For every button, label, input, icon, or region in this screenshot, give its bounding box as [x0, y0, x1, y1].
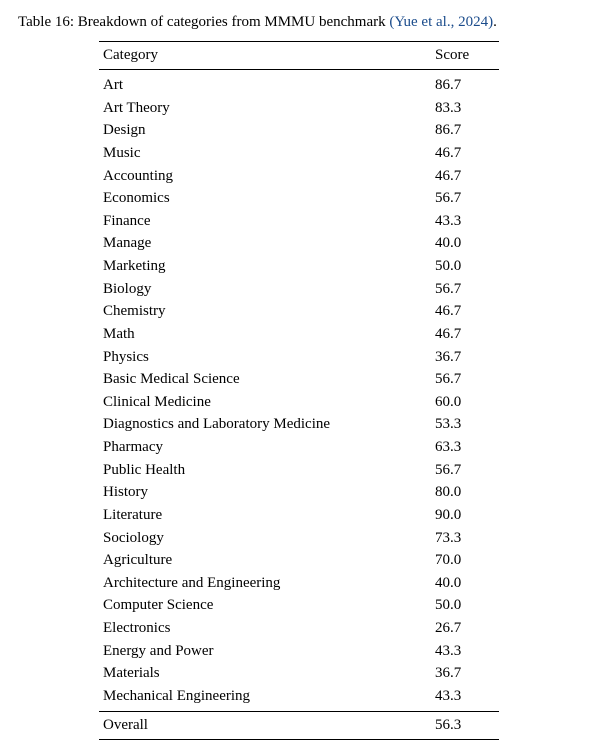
cell-category: Marketing — [99, 255, 431, 278]
cell-category: Basic Medical Science — [99, 368, 431, 391]
table-row: Economics56.7 — [99, 187, 499, 210]
cell-category: Energy and Power — [99, 639, 431, 662]
cell-score: 46.7 — [431, 142, 499, 165]
table-row: History80.0 — [99, 481, 499, 504]
cell-score: 56.7 — [431, 458, 499, 481]
cell-category: Public Health — [99, 458, 431, 481]
cell-score: 40.0 — [431, 572, 499, 595]
table-footer-row: Overall 56.3 — [99, 712, 499, 740]
cell-category: Art Theory — [99, 96, 431, 119]
table-row: Energy and Power43.3 — [99, 639, 499, 662]
cell-score: 56.7 — [431, 368, 499, 391]
cell-category: Biology — [99, 277, 431, 300]
table-row: Chemistry46.7 — [99, 300, 499, 323]
cell-category: Art — [99, 70, 431, 97]
cell-category: Manage — [99, 232, 431, 255]
cell-score: 56.7 — [431, 277, 499, 300]
cell-category: Electronics — [99, 617, 431, 640]
table-row: Electronics26.7 — [99, 617, 499, 640]
table-row: Computer Science50.0 — [99, 594, 499, 617]
col-header-score: Score — [431, 42, 499, 70]
cell-category: Finance — [99, 210, 431, 233]
cell-category: History — [99, 481, 431, 504]
table-row: Public Health56.7 — [99, 458, 499, 481]
cell-category: Clinical Medicine — [99, 391, 431, 414]
cell-category: Materials — [99, 662, 431, 685]
table-row: Music46.7 — [99, 142, 499, 165]
cell-category: Architecture and Engineering — [99, 572, 431, 595]
table-row: Architecture and Engineering40.0 — [99, 572, 499, 595]
table-row: Clinical Medicine60.0 — [99, 391, 499, 414]
cell-category: Chemistry — [99, 300, 431, 323]
cell-category: Pharmacy — [99, 436, 431, 459]
cell-category: Agriculture — [99, 549, 431, 572]
cell-score: 50.0 — [431, 255, 499, 278]
table-row: Literature90.0 — [99, 504, 499, 527]
cell-score: 86.7 — [431, 70, 499, 97]
cell-score: 43.3 — [431, 210, 499, 233]
cell-category: Physics — [99, 345, 431, 368]
table-row: Physics36.7 — [99, 345, 499, 368]
cell-score: 43.3 — [431, 639, 499, 662]
table-row: Pharmacy63.3 — [99, 436, 499, 459]
cell-score: 83.3 — [431, 96, 499, 119]
cell-score: 53.3 — [431, 413, 499, 436]
cell-category: Design — [99, 119, 431, 142]
cell-category: Accounting — [99, 164, 431, 187]
cell-score: 73.3 — [431, 526, 499, 549]
cell-score: 46.7 — [431, 164, 499, 187]
cell-category: Sociology — [99, 526, 431, 549]
cell-score: 56.7 — [431, 187, 499, 210]
cell-score: 90.0 — [431, 504, 499, 527]
caption-suffix: . — [493, 14, 497, 30]
page: Table 16: Breakdown of categories from M… — [0, 0, 598, 750]
cell-category: Computer Science — [99, 594, 431, 617]
cell-score: 70.0 — [431, 549, 499, 572]
cell-score: 46.7 — [431, 300, 499, 323]
table-row: Agriculture70.0 — [99, 549, 499, 572]
table-row: Mechanical Engineering43.3 — [99, 685, 499, 712]
table-row: Biology56.7 — [99, 277, 499, 300]
cell-score: 36.7 — [431, 345, 499, 368]
cell-category: Music — [99, 142, 431, 165]
table-row: Finance43.3 — [99, 210, 499, 233]
cell-score: 43.3 — [431, 685, 499, 712]
table-row: Manage40.0 — [99, 232, 499, 255]
table-row: Marketing50.0 — [99, 255, 499, 278]
cell-score: 50.0 — [431, 594, 499, 617]
table-row: Basic Medical Science56.7 — [99, 368, 499, 391]
cell-score: 26.7 — [431, 617, 499, 640]
table-row: Sociology73.3 — [99, 526, 499, 549]
cell-category: Diagnostics and Laboratory Medicine — [99, 413, 431, 436]
cell-category: Economics — [99, 187, 431, 210]
table-row: Art Theory83.3 — [99, 96, 499, 119]
cell-category: Literature — [99, 504, 431, 527]
table-row: Accounting46.7 — [99, 164, 499, 187]
cell-score: 60.0 — [431, 391, 499, 414]
table-row: Math46.7 — [99, 323, 499, 346]
table-container: Category Score Art86.7Art Theory83.3Desi… — [99, 41, 499, 740]
cell-category: Math — [99, 323, 431, 346]
table-caption: Table 16: Breakdown of categories from M… — [18, 14, 580, 31]
cell-score: 36.7 — [431, 662, 499, 685]
caption-text: Table 16: Breakdown of categories from M… — [18, 14, 389, 30]
table-row: Diagnostics and Laboratory Medicine53.3 — [99, 413, 499, 436]
table-row: Design86.7 — [99, 119, 499, 142]
cell-score: 63.3 — [431, 436, 499, 459]
footer-category: Overall — [99, 712, 431, 740]
citation-link[interactable]: (Yue et al., 2024) — [389, 14, 493, 30]
cell-category: Mechanical Engineering — [99, 685, 431, 712]
table-body: Art86.7Art Theory83.3Design86.7Music46.7… — [99, 70, 499, 712]
cell-score: 46.7 — [431, 323, 499, 346]
col-header-category: Category — [99, 42, 431, 70]
cell-score: 80.0 — [431, 481, 499, 504]
table-row: Materials36.7 — [99, 662, 499, 685]
mmmu-table: Category Score Art86.7Art Theory83.3Desi… — [99, 41, 499, 740]
cell-score: 86.7 — [431, 119, 499, 142]
table-row: Art86.7 — [99, 70, 499, 97]
cell-score: 40.0 — [431, 232, 499, 255]
footer-score: 56.3 — [431, 712, 499, 740]
table-header-row: Category Score — [99, 42, 499, 70]
